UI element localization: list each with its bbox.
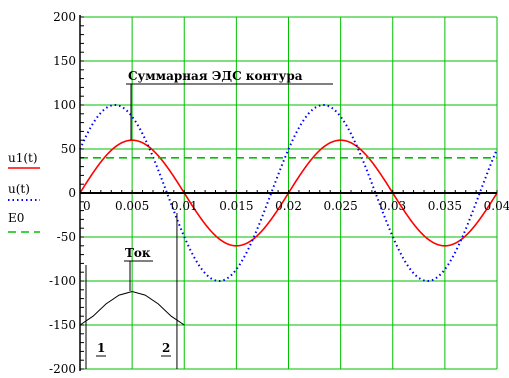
marker-2-label: 2: [162, 341, 170, 355]
emf-annotation: Суммарная ЭДС контура: [128, 69, 303, 83]
x-tick-label: 0.02: [275, 199, 302, 213]
current-annotation: Ток: [125, 246, 151, 260]
x-tick-label: 0.035: [428, 199, 462, 213]
legend-label-u: u(t): [8, 182, 30, 196]
y-tick-label: -200: [49, 362, 76, 376]
current-inset: [79, 213, 185, 369]
x-tick-label: 0.04: [484, 199, 509, 213]
marker-1-label: 1: [97, 341, 105, 355]
y-tick-label: -150: [49, 318, 76, 332]
y-tick-label: -100: [49, 274, 76, 288]
x-tick-label: 0.03: [379, 199, 406, 213]
tick-labels: 200 150 100 50 0 -50 -100 -150 -200 0 0.005 0.01 0.0…: [49, 10, 509, 376]
y-tick-label: 0: [68, 186, 76, 200]
legend: u1(t) u(t) E0: [8, 151, 40, 233]
y-tick-label: 200: [53, 10, 76, 24]
legend-label-e0: E0: [8, 211, 24, 225]
x-tick-label: 0.01: [171, 199, 198, 213]
legend-label-u1: u1(t): [8, 151, 38, 165]
y-tick-label: 50: [61, 142, 76, 156]
x-tick-label: 0.025: [323, 199, 357, 213]
current-curve: [79, 291, 185, 326]
x-tick-label: 0: [83, 199, 91, 213]
axes: [79, 15, 498, 371]
x-tick-label: 0.005: [115, 199, 149, 213]
x-tick-label: 0.015: [219, 199, 253, 213]
y-tick-label: -50: [57, 230, 76, 244]
y-tick-label: 100: [53, 98, 76, 112]
y-tick-label: 150: [53, 54, 76, 68]
